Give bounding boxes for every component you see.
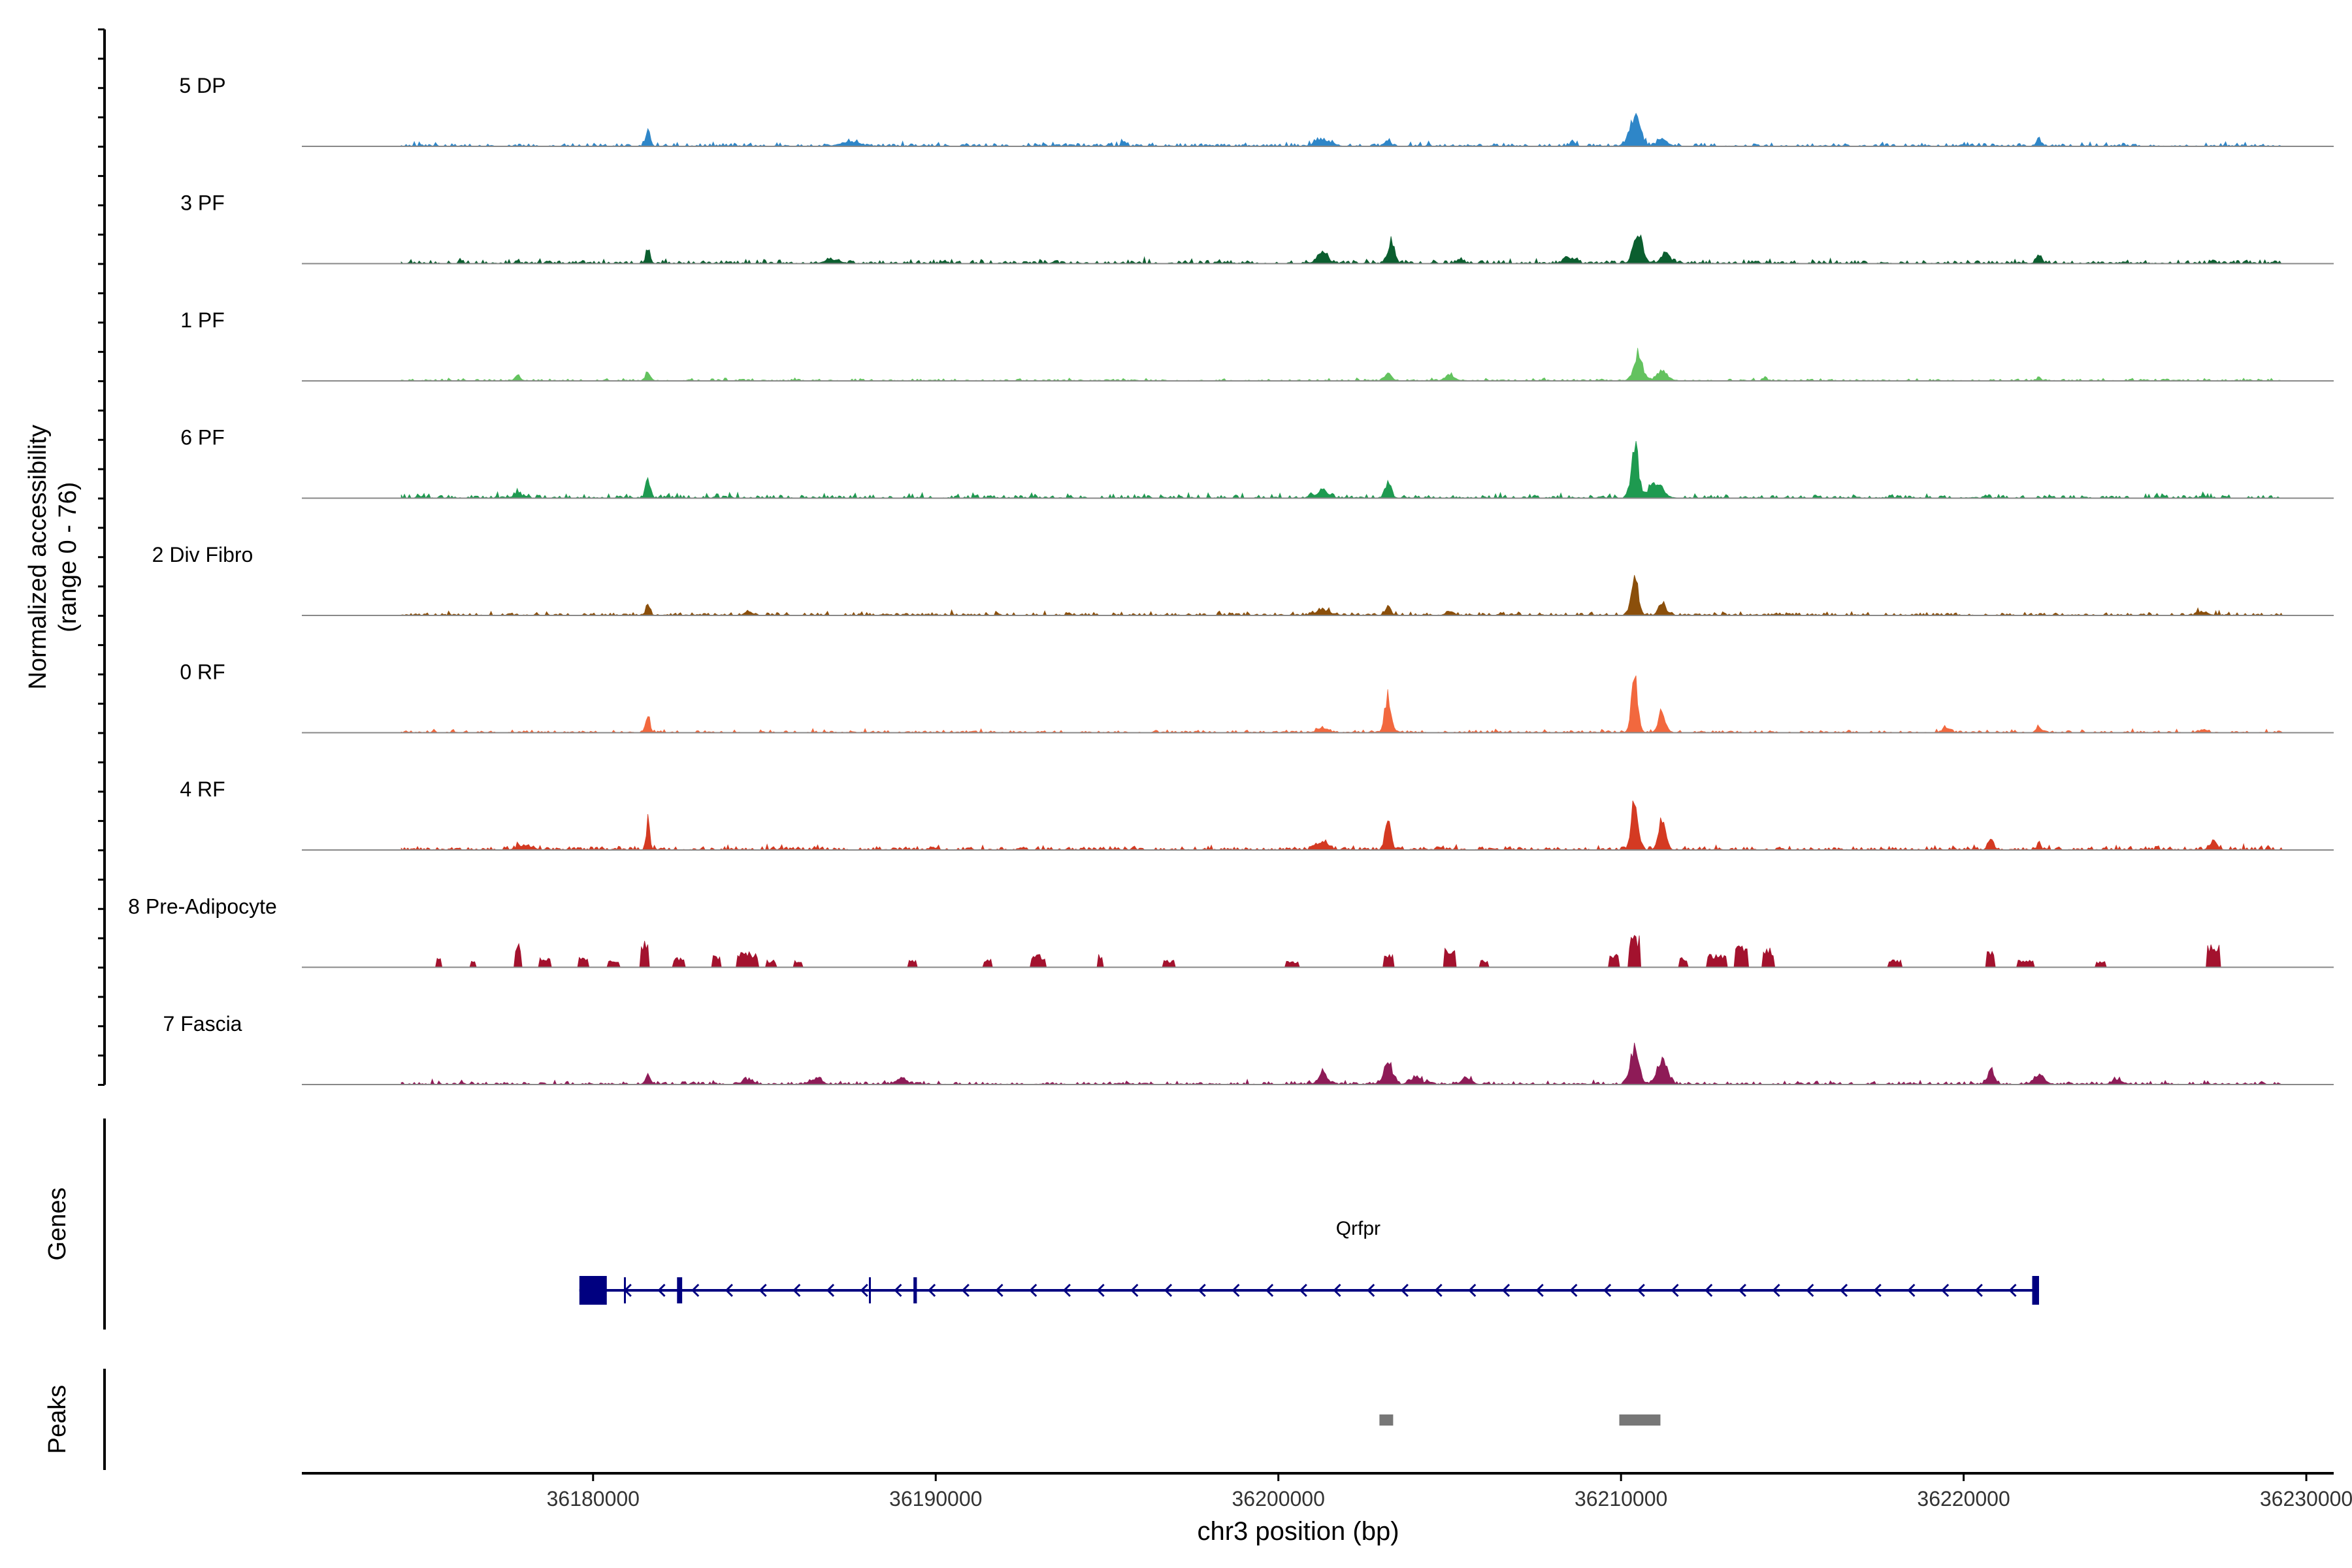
- strand-arrow-icon: [1029, 1283, 1037, 1298]
- strand-arrow-icon: [1299, 1283, 1307, 1298]
- x-tick-label: 36220000: [1917, 1487, 2010, 1511]
- strand-arrow-icon: [1974, 1283, 1983, 1298]
- y-axis-label-line2: (range 0 - 76): [54, 482, 82, 632]
- track-label: 8 Pre-Adipocyte: [128, 895, 277, 919]
- coverage-area: [400, 575, 2283, 616]
- strand-arrow-icon: [1806, 1283, 1814, 1298]
- track-label: 6 PF: [180, 426, 225, 449]
- peaks-panel: Peaks: [44, 1369, 1661, 1470]
- x-tick-label: 36230000: [2260, 1487, 2352, 1511]
- gene-exon: [913, 1277, 917, 1303]
- strand-arrow-icon: [1400, 1283, 1409, 1298]
- track-label: 5 DP: [179, 74, 225, 97]
- track-4-rf: 4 RF: [180, 777, 2334, 851]
- coverage-area: [400, 112, 2283, 147]
- peaks-panel-label: Peaks: [44, 1385, 71, 1454]
- strand-arrow-icon: [759, 1283, 767, 1298]
- x-tick-label: 36180000: [547, 1487, 640, 1511]
- coverage-area: [400, 1043, 2283, 1085]
- strand-arrow-icon: [1569, 1283, 1578, 1298]
- strand-arrow-icon: [1468, 1283, 1477, 1298]
- gene-exon: [677, 1277, 683, 1303]
- coverage-area: [400, 675, 2283, 733]
- coverage-area: [401, 934, 2283, 968]
- genes-panel: Genes Qrfpr: [44, 1119, 2039, 1330]
- x-tick-label: 36190000: [889, 1487, 982, 1511]
- strand-arrow-icon: [1705, 1283, 1713, 1298]
- strand-arrow-icon: [725, 1283, 733, 1298]
- strand-arrow-icon: [691, 1283, 700, 1298]
- track-1-pf: 1 PF: [180, 308, 2334, 382]
- strand-arrow-icon: [1198, 1283, 1206, 1298]
- track-label: 7 Fascia: [163, 1012, 242, 1036]
- strand-arrow-icon: [1907, 1283, 1916, 1298]
- track-label: 1 PF: [180, 308, 225, 332]
- y-axis-title: Normalized accessibility (range 0 - 76): [24, 425, 82, 689]
- strand-arrow-icon: [657, 1283, 666, 1298]
- gene-name-label: Qrfpr: [1336, 1218, 1380, 1239]
- track-6-pf: 6 PF: [180, 426, 2334, 499]
- gene-exon: [868, 1277, 871, 1303]
- strand-arrow-icon: [1265, 1283, 1274, 1298]
- strand-arrow-icon: [961, 1283, 970, 1298]
- x-axis: chr3 position (bp) 36180000 36190000 36200…: [302, 1472, 2352, 1546]
- strand-arrow-icon: [792, 1283, 801, 1298]
- gene-exon: [579, 1276, 607, 1305]
- track-5-dp: 5 DP: [179, 74, 2334, 147]
- track-label: 3 PF: [180, 191, 225, 215]
- track-label: 4 RF: [180, 777, 225, 801]
- strand-arrow-icon: [1839, 1283, 1848, 1298]
- strand-arrow-icon: [1232, 1283, 1240, 1298]
- strand-arrow-icon: [1671, 1283, 1679, 1298]
- strand-arrow-icon: [1501, 1283, 1511, 1298]
- strand-arrow-icon: [2008, 1283, 2017, 1298]
- x-tick-label: 36210000: [1575, 1487, 1667, 1511]
- strand-arrow-icon: [1637, 1283, 1645, 1298]
- strand-arrow-icon: [1603, 1283, 1612, 1298]
- strand-arrow-icon: [995, 1283, 1004, 1298]
- strand-arrow-icon: [1535, 1283, 1544, 1298]
- coverage-area: [400, 234, 2283, 264]
- track-2-div-fibro: 2 Div Fibro: [152, 543, 2334, 616]
- gene-exon: [2032, 1276, 2039, 1305]
- strand-arrow-icon: [1096, 1283, 1105, 1298]
- strand-arrow-icon: [1940, 1283, 1950, 1298]
- track-label: 0 RF: [180, 661, 225, 684]
- strand-arrow-icon: [1772, 1283, 1780, 1298]
- gene-exon: [623, 1277, 626, 1303]
- strand-arrow-icon: [1873, 1283, 1882, 1298]
- strand-arrow-icon: [1367, 1283, 1375, 1298]
- track-0-rf: 0 RF: [180, 661, 2334, 734]
- strand-arrow-icon: [927, 1283, 936, 1298]
- strand-arrow-icon: [1434, 1283, 1443, 1298]
- strand-arrow-icon: [1738, 1283, 1746, 1298]
- coverage-tracks: 5 DP 3 PF 1 PF 6 PF 2 Div Fibro 0 RF 4 RF 8 Pre…: [98, 28, 2334, 1086]
- strand-arrow-icon: [1130, 1283, 1139, 1298]
- strand-arrow-icon: [1062, 1283, 1071, 1298]
- x-axis-title: chr3 position (bp): [1197, 1517, 1399, 1546]
- strand-arrow-icon: [894, 1283, 902, 1298]
- x-tick-label: 36200000: [1232, 1487, 1325, 1511]
- peak-region: [1619, 1414, 1661, 1426]
- coverage-area: [400, 348, 2283, 382]
- strand-arrow-icon: [826, 1283, 835, 1298]
- track-7-fascia: 7 Fascia: [163, 1012, 2334, 1085]
- track-8-pre-adipocyte: 8 Pre-Adipocyte: [128, 895, 2334, 968]
- strand-arrow-icon: [860, 1283, 868, 1298]
- strand-arrow-icon: [1164, 1283, 1173, 1298]
- track-3-pf: 3 PF: [180, 191, 2334, 265]
- coverage-area: [400, 441, 2283, 499]
- track-label: 2 Div Fibro: [152, 543, 253, 566]
- genes-panel-label: Genes: [44, 1188, 71, 1261]
- strand-arrow-icon: [1333, 1283, 1341, 1298]
- peak-region: [1379, 1414, 1394, 1426]
- coverage-area: [400, 800, 2283, 851]
- y-axis-label-line1: Normalized accessibility: [24, 425, 52, 689]
